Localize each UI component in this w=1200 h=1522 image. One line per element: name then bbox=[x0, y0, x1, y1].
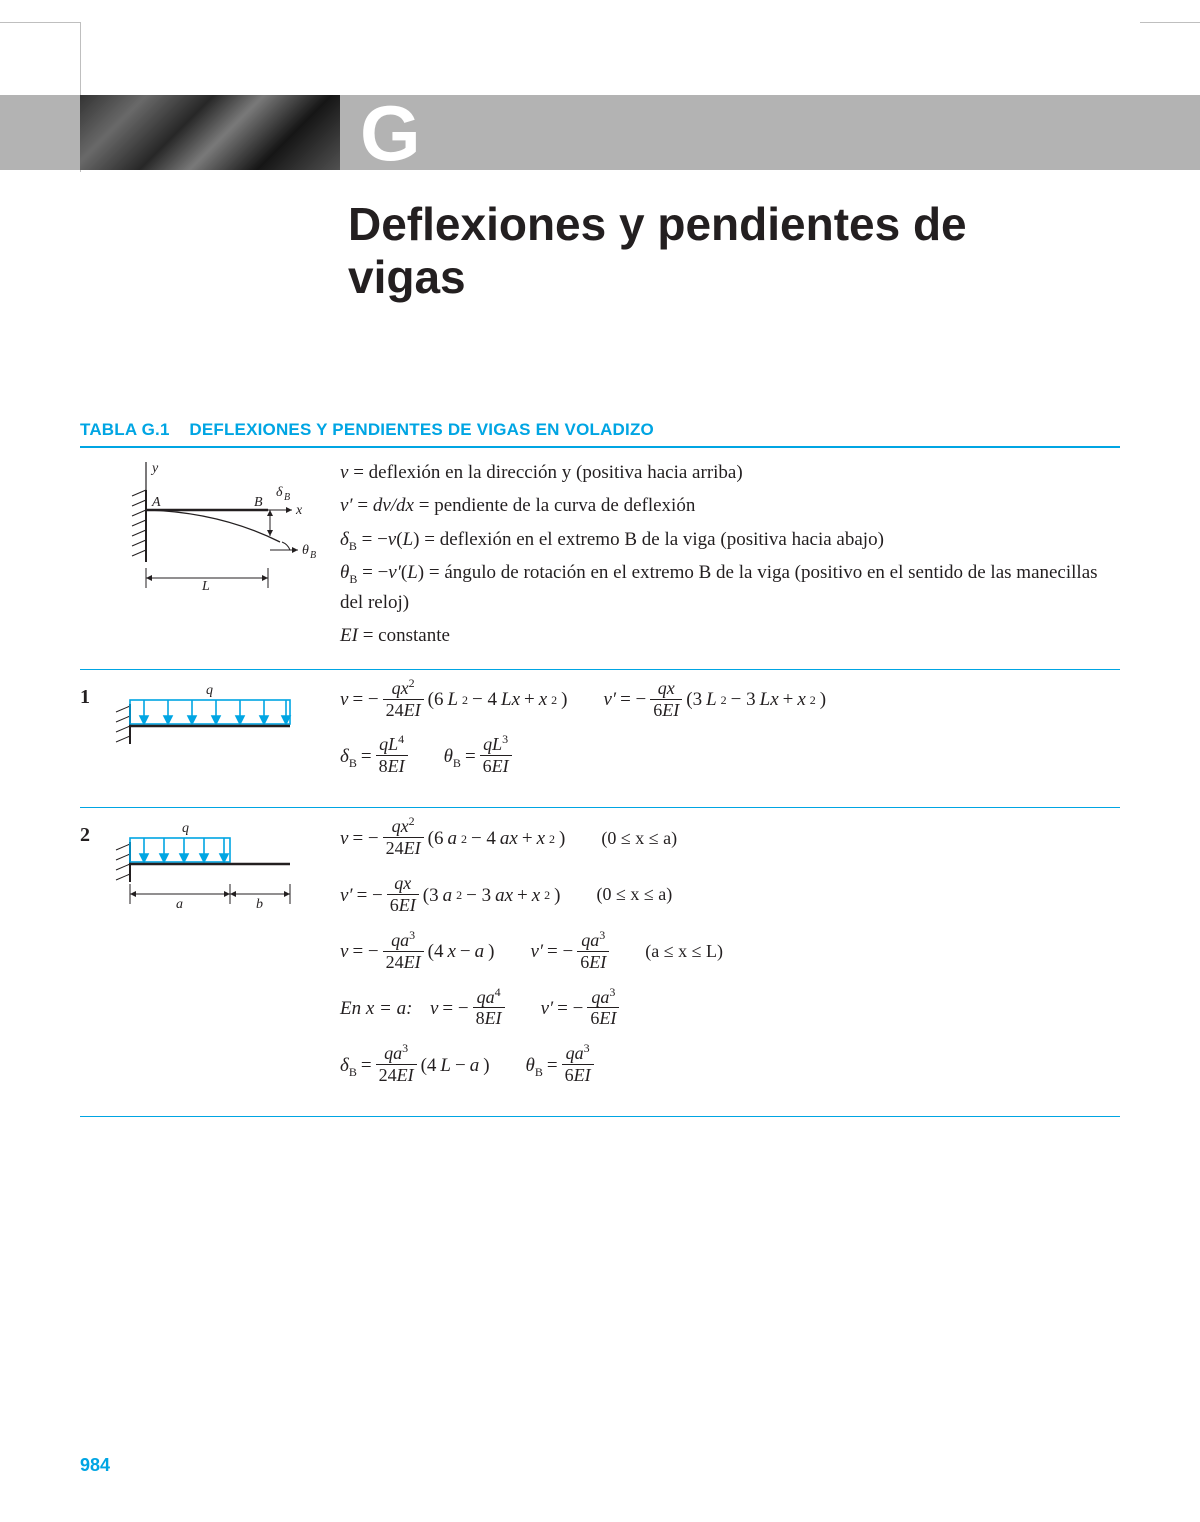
case-1-number: 1 bbox=[80, 680, 110, 709]
top-rule-left bbox=[0, 22, 80, 23]
svg-text:q: q bbox=[182, 821, 189, 836]
rule-3 bbox=[80, 1116, 1120, 1117]
table-caption: DEFLEXIONES Y PENDIENTES DE VIGAS EN VOL… bbox=[189, 420, 654, 439]
svg-text:L: L bbox=[201, 579, 210, 594]
svg-text:y: y bbox=[150, 461, 159, 476]
case-1-formulas: v = − qx224EI (6L2 − 4Lx + x2) v′ = − qx… bbox=[340, 680, 1120, 794]
svg-text:B: B bbox=[284, 492, 290, 503]
svg-text:b: b bbox=[256, 897, 263, 912]
cond-2: (0 ≤ x ≤ a) bbox=[597, 881, 673, 909]
top-rule-right bbox=[1140, 22, 1200, 23]
table-label: TABLA G.1 bbox=[80, 420, 170, 439]
cond-1: (0 ≤ x ≤ a) bbox=[601, 825, 677, 853]
svg-text:δ: δ bbox=[276, 485, 283, 500]
row-case-1: 1 q bbox=[80, 670, 1120, 808]
cond-3: (a ≤ x ≤ L) bbox=[645, 938, 723, 966]
page-number: 984 bbox=[80, 1455, 110, 1476]
def2: pendiente de la curva de deflexión bbox=[434, 495, 695, 516]
banner-photo bbox=[80, 95, 340, 170]
case-2-number: 2 bbox=[80, 818, 110, 847]
appendix-letter: G bbox=[360, 88, 421, 179]
case-2-formulas: v = − qx224EI (6a2 − 4ax + x2) (0 ≤ x ≤ … bbox=[340, 818, 1120, 1102]
row-case-2: 2 q bbox=[80, 808, 1120, 1116]
svg-text:B: B bbox=[310, 550, 316, 561]
table-g1: TABLA G.1 DEFLEXIONES Y PENDIENTES DE VI… bbox=[80, 420, 1120, 1117]
table-title: TABLA G.1 DEFLEXIONES Y PENDIENTES DE VI… bbox=[80, 420, 1120, 446]
page-title: Deflexiones y pendientes de vigas bbox=[348, 198, 1068, 304]
row-num-blank bbox=[80, 458, 110, 464]
diagram-case-1: q bbox=[110, 680, 340, 752]
svg-text:x: x bbox=[295, 503, 303, 518]
svg-text:B: B bbox=[254, 495, 263, 510]
svg-text:A: A bbox=[151, 495, 161, 510]
at-x-a: En x = a: bbox=[340, 994, 412, 1023]
def3: deflexión en el extremo B de la viga (po… bbox=[440, 529, 884, 550]
diagram-header: y A B x bbox=[110, 458, 340, 600]
row-definitions: y A B x bbox=[80, 448, 1120, 669]
def1: deflexión en la dirección y (positiva ha… bbox=[369, 462, 743, 483]
svg-text:a: a bbox=[176, 897, 183, 912]
def5: constante bbox=[378, 625, 450, 646]
svg-text:q: q bbox=[206, 683, 213, 698]
definitions-block: v = deflexión en la dirección y (positiv… bbox=[340, 458, 1120, 655]
svg-text:θ: θ bbox=[302, 543, 309, 558]
diagram-case-2: q bbox=[110, 818, 340, 920]
def4: ángulo de rotación en el extremo B de la… bbox=[340, 562, 1098, 612]
